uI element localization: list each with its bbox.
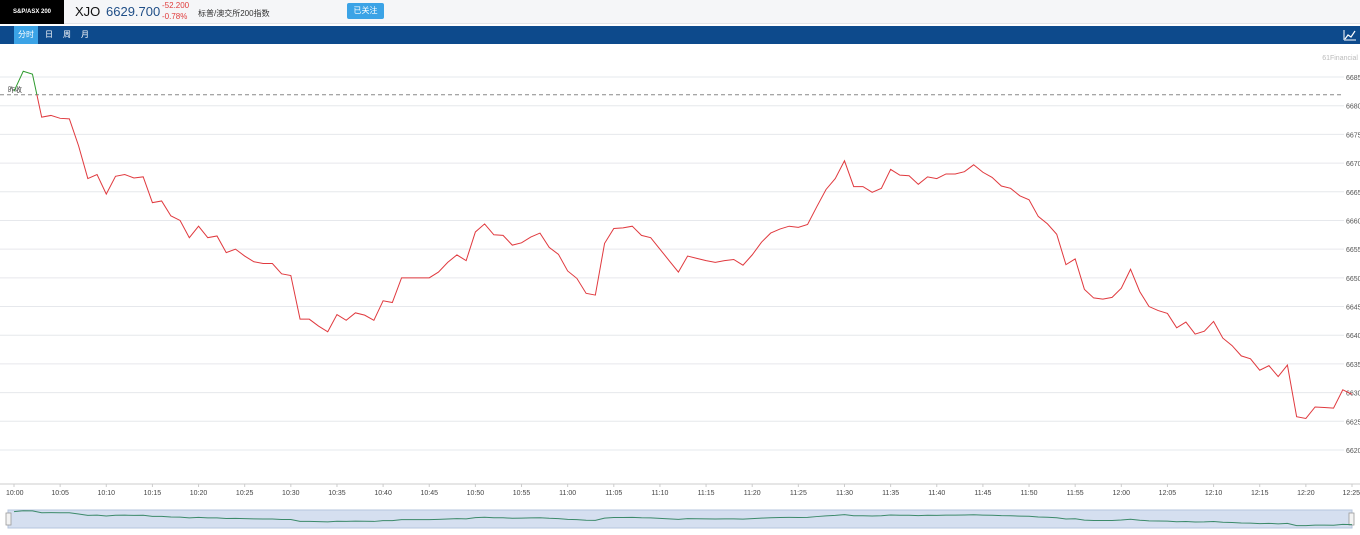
x-tick-label: 11:05 [605, 490, 622, 497]
price-change: -52.200 [162, 1, 190, 10]
x-tick-label: 12:25 [1342, 490, 1360, 497]
y-tick-label: 6685 [1346, 75, 1360, 82]
tab-weekly[interactable]: 周 [63, 30, 71, 39]
series-segment-below [36, 94, 1353, 419]
y-tick-label: 6640 [1346, 333, 1360, 340]
x-tick-label: 10:35 [328, 490, 346, 497]
y-tick-label: 6660 [1346, 218, 1360, 225]
price-change-pct: -0.78% [162, 12, 188, 21]
intraday-chart[interactable]: 61Financial 6620 6625 6630 6635 6640 6645 6650… [0, 44, 1360, 535]
tab-monthly[interactable]: 月 [81, 30, 89, 39]
navigator-series [13, 510, 1353, 527]
x-tick-label: 11:00 [559, 490, 576, 497]
y-tick-label: 6645 [1346, 305, 1360, 312]
index-logo: S&P/ASX 200 [0, 0, 64, 24]
x-tick-label: 11:35 [882, 490, 899, 497]
y-tick-label: 6620 [1346, 448, 1360, 455]
x-axis: 10:00 10:05 10:10 10:15 10:20 10:25 10:30 10:35… [6, 484, 1360, 497]
price-series [13, 70, 1353, 419]
x-tick-label: 10:55 [513, 490, 531, 497]
range-navigator[interactable] [5, 509, 1355, 529]
x-tick-label: 10:15 [144, 490, 162, 497]
x-tick-label: 10:05 [51, 490, 69, 497]
x-tick-label: 11:10 [651, 490, 668, 497]
x-tick-label: 10:50 [467, 490, 485, 497]
y-tick-label: 6670 [1346, 161, 1360, 168]
chart-grid [0, 76, 1360, 485]
y-tick-label: 6625 [1346, 419, 1360, 426]
y-tick-label: 6665 [1346, 190, 1360, 197]
x-tick-label: 10:10 [98, 490, 116, 497]
x-tick-label: 12:10 [1205, 490, 1223, 497]
x-tick-label: 11:20 [744, 490, 761, 497]
chart-watermark: 61Financial [1322, 55, 1358, 62]
x-tick-label: 10:00 [6, 490, 24, 497]
y-axis: 6620 6625 6630 6635 6640 6645 6650 6655 6660 6665… [1346, 75, 1360, 455]
y-tick-label: 6635 [1346, 362, 1360, 369]
series-segment-above [13, 70, 38, 95]
y-tick-label: 6675 [1346, 132, 1360, 139]
x-tick-label: 10:20 [190, 490, 208, 497]
chart-type-icon[interactable] [1342, 27, 1358, 43]
y-tick-label: 6630 [1346, 391, 1360, 398]
x-tick-label: 10:45 [420, 490, 438, 497]
y-tick-label: 6655 [1346, 247, 1360, 254]
x-tick-label: 11:40 [928, 490, 945, 497]
tab-intraday[interactable]: 分时 [14, 26, 38, 44]
x-tick-label: 11:55 [1067, 490, 1084, 497]
x-tick-label: 11:50 [1021, 490, 1038, 497]
x-tick-label: 12:20 [1297, 490, 1315, 497]
x-tick-label: 12:05 [1159, 490, 1177, 497]
quote-header: S&P/ASX 200 XJO 6629.700 -52.200 -0.78% … [0, 0, 1360, 24]
x-tick-label: 11:30 [836, 490, 853, 497]
navigator-handle-right[interactable] [1348, 512, 1355, 526]
x-tick-label: 12:00 [1113, 490, 1131, 497]
x-tick-label: 12:15 [1251, 490, 1269, 497]
navigator-handle-left[interactable] [5, 512, 12, 526]
x-tick-label: 10:40 [374, 490, 392, 497]
follow-button[interactable]: 已关注 [347, 3, 384, 19]
period-tab-bar: 分时 日 周 月 [0, 26, 1360, 44]
x-tick-label: 11:15 [698, 490, 715, 497]
x-tick-label: 11:45 [974, 490, 991, 497]
y-tick-label: 6680 [1346, 104, 1360, 111]
tab-daily[interactable]: 日 [45, 30, 53, 39]
x-tick-label: 11:25 [790, 490, 807, 497]
last-price: 6629.700 [106, 4, 161, 19]
index-name: 标普/澳交所200指数 [198, 9, 270, 18]
x-tick-label: 10:30 [282, 490, 300, 497]
x-tick-label: 10:25 [236, 490, 254, 497]
symbol-code: XJO [75, 4, 101, 19]
y-tick-label: 6650 [1346, 276, 1360, 283]
